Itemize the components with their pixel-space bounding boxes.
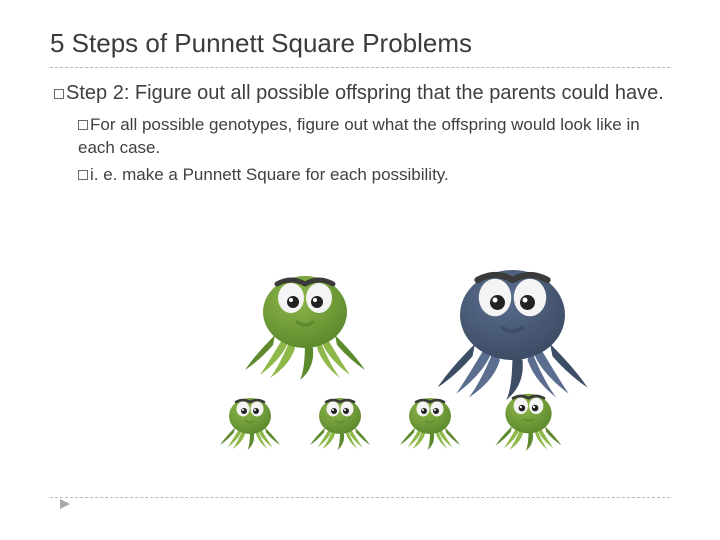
title-underline xyxy=(50,67,670,68)
footer-arrow-icon xyxy=(58,497,72,516)
slide-title: 5 Steps of Punnett Square Problems xyxy=(50,28,670,67)
bullet-l1-text: Step 2: Figure out all possible offsprin… xyxy=(66,82,664,104)
octopus-parent-blue xyxy=(425,250,600,405)
octopus-child-3 xyxy=(395,390,465,455)
bullet-l2a-text: For all possible genotypes, figure out w… xyxy=(78,115,640,157)
octopus-parent-green xyxy=(235,260,375,385)
body-text: Step 2: Figure out all possible offsprin… xyxy=(50,80,670,187)
bullet-level2-b: i. e. make a Punnett Square for each pos… xyxy=(78,164,670,187)
square-bullet-icon xyxy=(78,120,88,130)
octopus-illustration xyxy=(215,260,615,470)
bullet-l2b-text: i. e. make a Punnett Square for each pos… xyxy=(90,165,449,184)
octopus-child-4 xyxy=(490,385,567,456)
octopus-child-1 xyxy=(215,390,285,455)
square-bullet-icon xyxy=(54,89,64,99)
bullet-level2-a: For all possible genotypes, figure out w… xyxy=(78,114,670,160)
square-bullet-icon xyxy=(78,170,88,180)
bullet-level1: Step 2: Figure out all possible offsprin… xyxy=(54,80,670,106)
slide-container: 5 Steps of Punnett Square Problems Step … xyxy=(0,0,720,540)
footer-divider xyxy=(50,497,670,498)
octopus-child-2 xyxy=(305,390,375,455)
